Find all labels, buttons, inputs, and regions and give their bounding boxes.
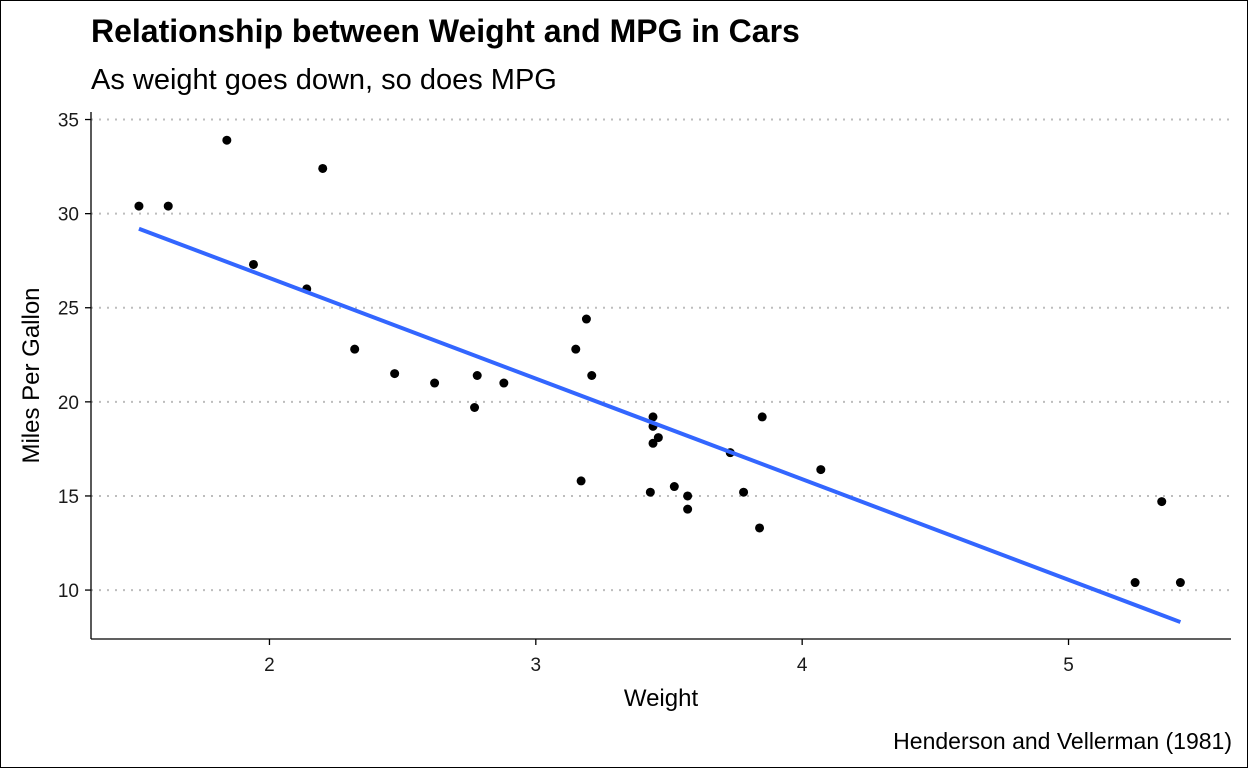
y-tick-label: 10 [58, 581, 79, 602]
y-tick-label: 25 [58, 299, 79, 320]
data-point [571, 344, 581, 354]
data-point [669, 482, 679, 492]
chart-caption: Henderson and Vellerman (1981) [893, 728, 1232, 754]
data-point [581, 314, 591, 324]
x-axis-title: Weight [624, 685, 699, 712]
data-point [683, 491, 693, 501]
gridlines [91, 118, 1231, 592]
data-point [653, 433, 663, 443]
axes [90, 112, 1231, 640]
chart-title: Relationship between Weight and MPG in C… [91, 13, 800, 49]
chart-subtitle: As weight goes down, so does MPG [91, 64, 557, 96]
x-tick-label: 3 [531, 655, 542, 676]
data-point [757, 412, 767, 422]
y-tick-label: 35 [58, 111, 79, 132]
data-point [755, 523, 765, 533]
data-point [648, 412, 658, 422]
data-point [739, 487, 749, 497]
x-tick-label: 4 [797, 655, 808, 676]
data-point [499, 378, 509, 388]
data-point [163, 201, 173, 211]
y-tick-label: 30 [58, 205, 79, 226]
data-point [587, 371, 597, 380]
data-point [248, 259, 258, 269]
trend-line [138, 226, 1182, 624]
data-point [1157, 497, 1167, 507]
x-tick-label: 2 [264, 655, 275, 676]
data-point [683, 504, 693, 514]
data-point [816, 465, 826, 475]
data-point [648, 438, 658, 448]
data-point [350, 344, 360, 354]
data-point [430, 378, 440, 388]
data-points [134, 135, 1185, 588]
ticks: 10 15 20 25 30 35 2 3 4 5 [58, 111, 1074, 676]
data-point [222, 135, 232, 145]
data-point [390, 369, 400, 379]
data-point [645, 487, 655, 497]
trend-line-group [138, 226, 1182, 624]
data-point [472, 371, 482, 380]
data-point [134, 201, 144, 211]
data-point [1175, 578, 1185, 588]
y-tick-label: 15 [58, 487, 79, 508]
data-point [318, 163, 328, 173]
y-axis-title: Miles Per Gallon [18, 287, 45, 463]
x-tick-label: 5 [1063, 655, 1074, 676]
data-point [470, 402, 480, 412]
data-point [576, 476, 586, 486]
y-tick-label: 20 [58, 393, 79, 414]
data-point [1130, 578, 1140, 588]
